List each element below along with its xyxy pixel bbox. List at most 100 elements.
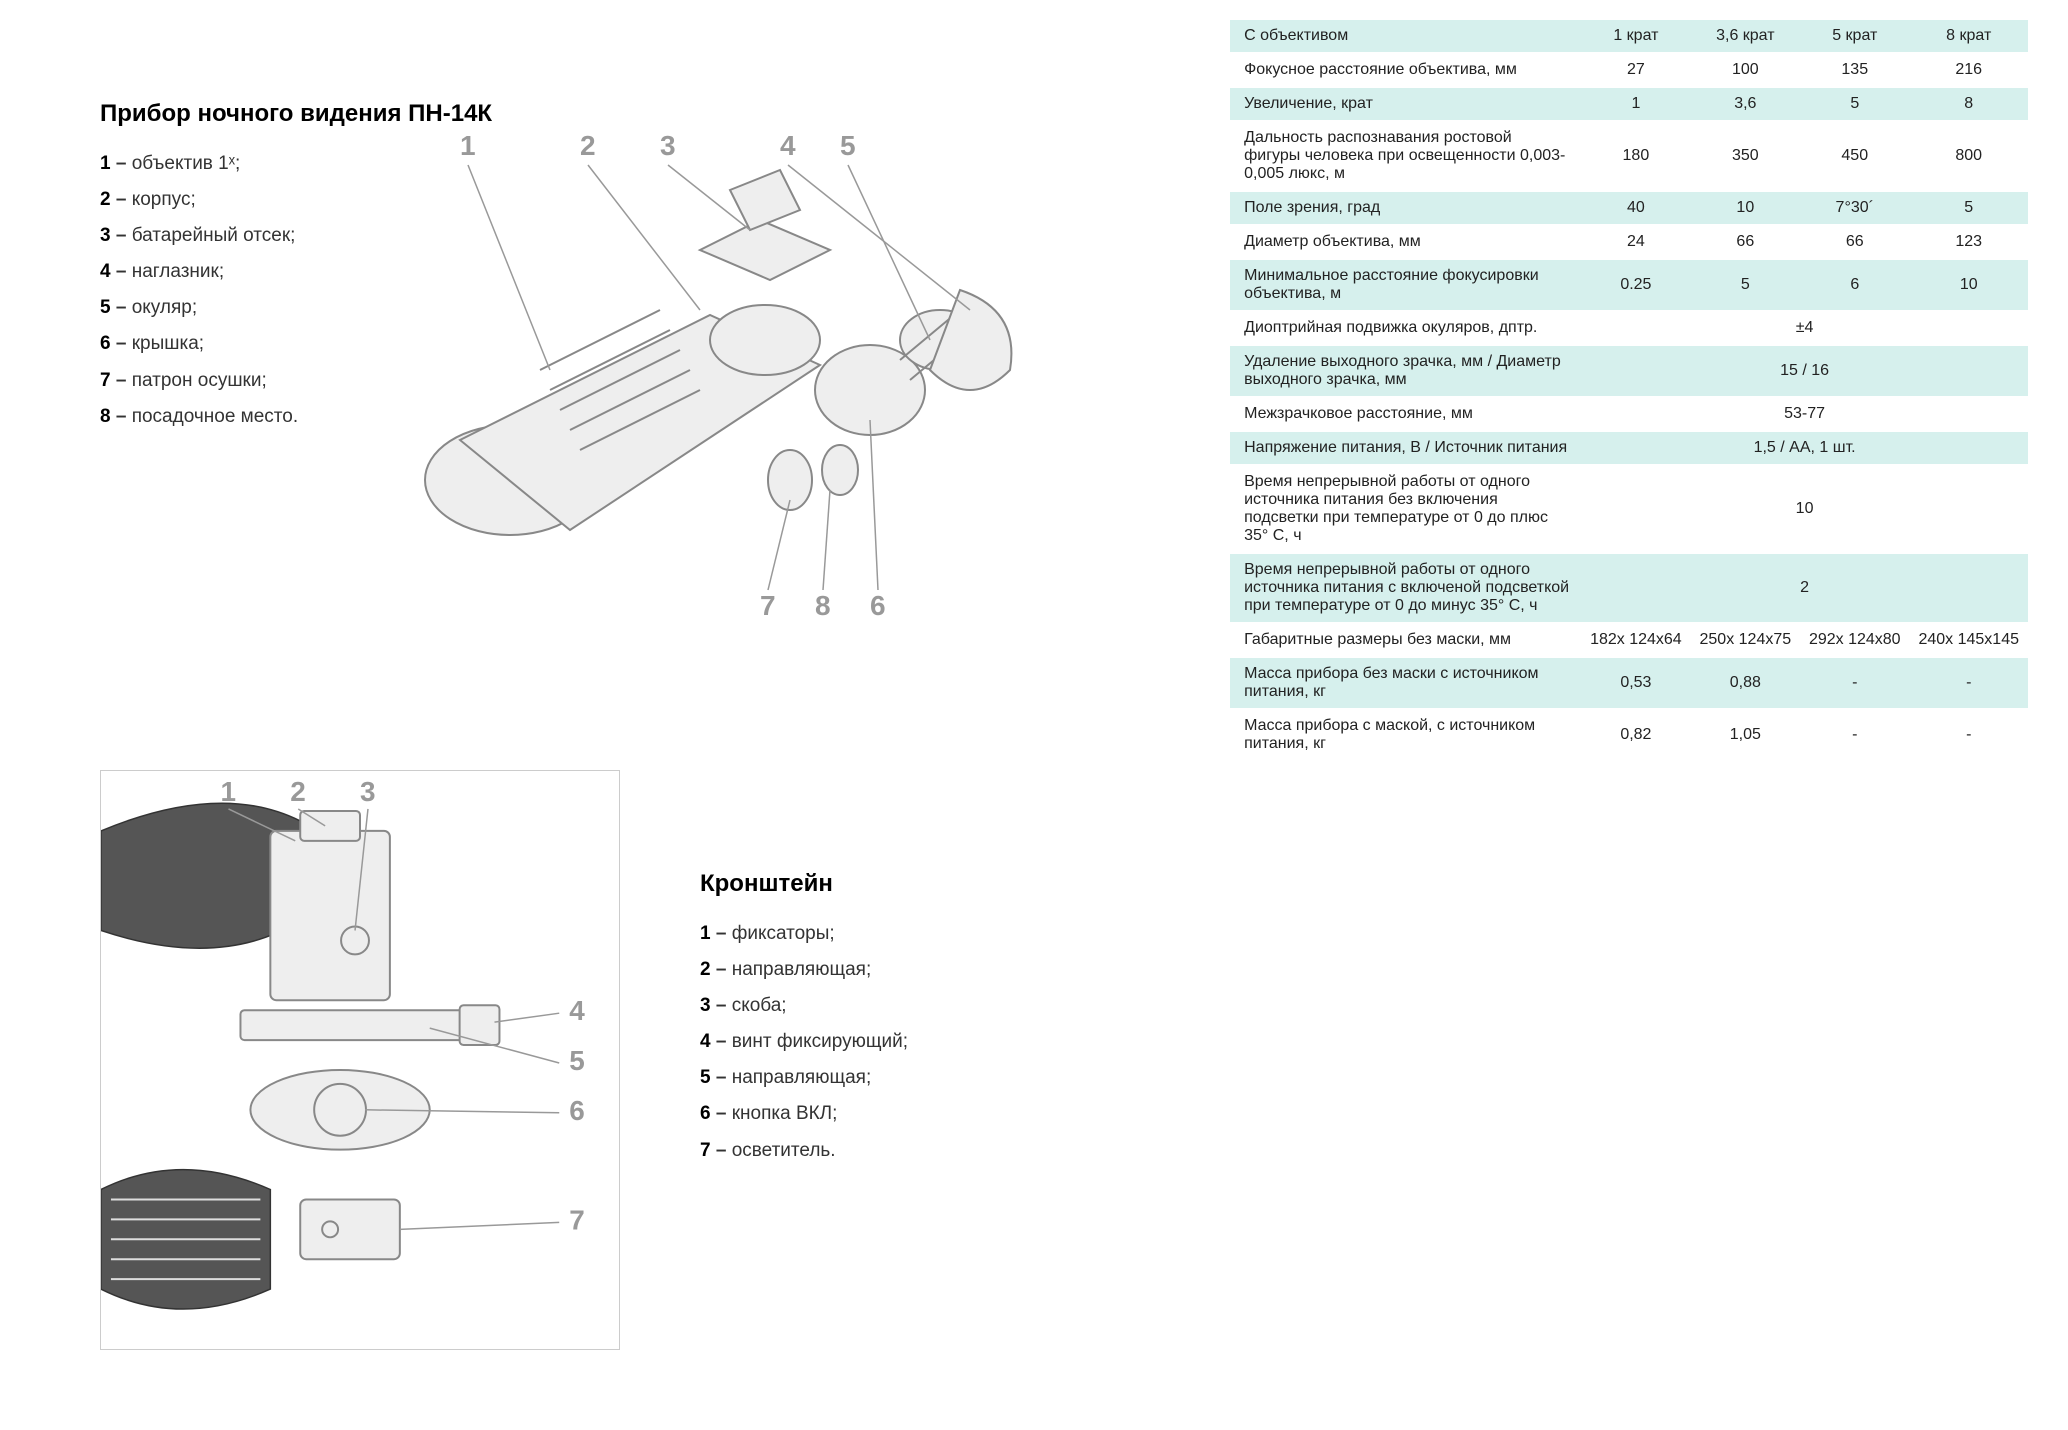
spec-table-body: Фокусное расстояние объектива, мм2710013… [1230,53,2028,761]
row-cell: 350 [1691,121,1800,191]
table-row: Диаметр объектива, мм246666123 [1230,225,2028,259]
row-cell: 7°30´ [1800,191,1909,225]
spec-table: С объективом 1 крат 3,6 крат 5 крат 8 кр… [1230,20,2028,762]
row-label: Поле зрения, град [1230,191,1581,225]
row-cell-merged: 1,5 / АА, 1 шт. [1581,431,2028,465]
legend-num: 6 [700,1103,711,1124]
legend-num: 6 [100,333,111,354]
legend-num: 1 [100,153,111,174]
legend-num: 3 [700,995,711,1016]
legend-item: 7 – осветитель. [700,1133,908,1169]
spec-header-label: С объективом [1230,20,1581,53]
row-cell: - [1909,657,2028,709]
table-row: Время непрерывной работы от одного источ… [1230,465,2028,553]
legend-num: 5 [700,1067,711,1088]
row-cell: 135 [1800,53,1909,87]
legend-text: корпус; [132,189,196,210]
legend-sep: – [711,995,732,1016]
row-label: Увеличение, крат [1230,87,1581,121]
row-cell-merged: ±4 [1581,311,2028,345]
table-row: Поле зрения, град40107°30´5 [1230,191,2028,225]
row-label: Время непрерывной работы от одного источ… [1230,465,1581,553]
row-cell: 0,82 [1581,709,1690,761]
legend-text: посадочное место. [132,406,298,427]
legend-sep: – [711,1031,732,1052]
row-cell: 1,05 [1691,709,1800,761]
table-row: Диоптрийная подвижка окуляров, дптр.±4 [1230,311,2028,345]
row-cell: 40 [1581,191,1690,225]
b-callout-7: 7 [569,1204,585,1235]
row-cell: 10 [1691,191,1800,225]
legend-sep: – [111,261,132,282]
legend-item: 2 – направляющая; [700,952,908,988]
spec-header-col-2: 5 крат [1800,20,1909,53]
legend-text: крышка; [132,333,204,354]
row-label: Дальность распознавания ростовой фигуры … [1230,121,1581,191]
legend-text: объектив 1ˣ; [132,153,241,174]
row-cell: 5 [1909,191,2028,225]
legend-sep: – [111,153,132,174]
row-cell-merged: 53-77 [1581,397,2028,431]
table-row: Фокусное расстояние объектива, мм2710013… [1230,53,2028,87]
legend-item: 5 – направляющая; [700,1060,908,1096]
table-row: Напряжение питания, В / Источник питания… [1230,431,2028,465]
row-cell: 5 [1691,259,1800,311]
table-row: Время непрерывной работы от одного источ… [1230,553,2028,623]
callout-7: 7 [760,590,776,621]
row-label: Минимальное расстояние фокусировки объек… [1230,259,1581,311]
row-cell: 1 [1581,87,1690,121]
legend-item: 3 – скоба; [700,988,908,1024]
legend-text: осветитель. [732,1140,836,1161]
row-cell: 450 [1800,121,1909,191]
row-cell: 10 [1909,259,2028,311]
table-row: Увеличение, крат13,658 [1230,87,2028,121]
legend-num: 7 [700,1140,711,1161]
legend-sep: – [711,923,732,944]
row-cell: 27 [1581,53,1690,87]
legend-item: 6 – кнопка ВКЛ; [700,1096,908,1132]
legend-sep: – [111,189,132,210]
b-callout-3: 3 [360,776,376,807]
row-cell: 0,88 [1691,657,1800,709]
row-cell-merged: 15 / 16 [1581,345,2028,397]
row-cell: 3,6 [1691,87,1800,121]
legend-sep: – [111,370,132,391]
legend-text: окуляр; [132,297,197,318]
callout-5: 5 [840,130,856,161]
b-callout-4: 4 [569,995,585,1026]
row-cell: 0,53 [1581,657,1690,709]
legend-num: 8 [100,406,111,427]
device-diagram: 1 2 3 4 5 7 8 6 [400,110,1040,630]
row-cell: 800 [1909,121,2028,191]
row-cell: - [1909,709,2028,761]
legend-text: кнопка ВКЛ; [732,1103,838,1124]
spec-header-col-0: 1 крат [1581,20,1690,53]
spec-header-col-3: 8 крат [1909,20,2028,53]
b-callout-2: 2 [290,776,306,807]
legend-num: 5 [100,297,111,318]
table-row: Минимальное расстояние фокусировки объек… [1230,259,2028,311]
table-row: Межзрачковое расстояние, мм53-77 [1230,397,2028,431]
row-cell: - [1800,657,1909,709]
legend-text: направляющая; [732,959,872,980]
callout-1: 1 [460,130,476,161]
row-label: Удаление выходного зрачка, мм / Диаметр … [1230,345,1581,397]
spec-header-col-1: 3,6 крат [1691,20,1800,53]
legend-text: наглазник; [132,261,224,282]
callout-4: 4 [780,130,796,161]
legend-num: 7 [100,370,111,391]
row-cell: - [1800,709,1909,761]
table-row: Масса прибора без маски с источником пит… [1230,657,2028,709]
legend-num: 1 [700,923,711,944]
row-cell: 24 [1581,225,1690,259]
table-row: Дальность распознавания ростовой фигуры … [1230,121,2028,191]
legend-text: скоба; [732,995,787,1016]
row-cell: 5 [1800,87,1909,121]
callout-6: 6 [870,590,886,621]
legend-sep: – [711,1067,732,1088]
row-label: Масса прибора с маской, с источником пит… [1230,709,1581,761]
left-column: Прибор ночного видения ПН-14К 1 – объект… [0,0,1220,1430]
row-label: Межзрачковое расстояние, мм [1230,397,1581,431]
legend-sep: – [711,1103,732,1124]
callout-3: 3 [660,130,676,161]
